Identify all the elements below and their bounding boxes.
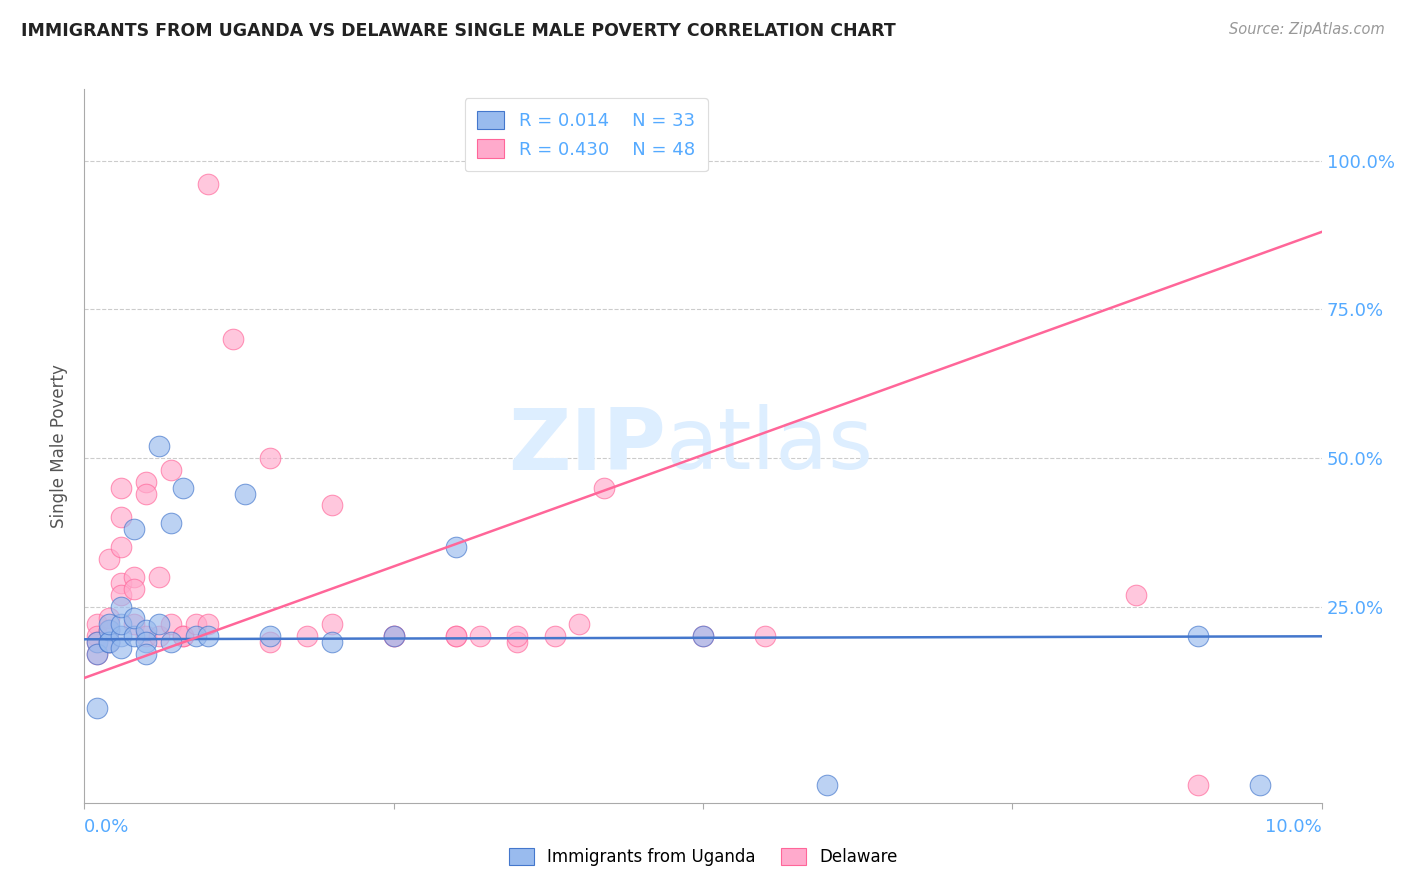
Point bbox=[110, 540, 132, 554]
Point bbox=[122, 617, 145, 632]
Point bbox=[184, 617, 207, 632]
Point bbox=[172, 629, 194, 643]
Point bbox=[110, 481, 132, 495]
Point bbox=[321, 499, 343, 513]
Point bbox=[444, 629, 467, 643]
Point bbox=[506, 629, 529, 643]
Point bbox=[197, 617, 219, 632]
Text: 0.0%: 0.0% bbox=[84, 818, 129, 836]
Point bbox=[1187, 629, 1209, 643]
Point bbox=[86, 617, 108, 632]
Point bbox=[160, 635, 183, 649]
Point bbox=[382, 629, 405, 643]
Point bbox=[135, 635, 157, 649]
Point bbox=[1125, 588, 1147, 602]
Point bbox=[98, 635, 121, 649]
Point bbox=[259, 450, 281, 465]
Point bbox=[444, 629, 467, 643]
Point bbox=[122, 582, 145, 596]
Point bbox=[110, 588, 132, 602]
Point bbox=[86, 629, 108, 643]
Point bbox=[222, 332, 245, 346]
Point bbox=[122, 570, 145, 584]
Point bbox=[135, 486, 157, 500]
Point bbox=[122, 629, 145, 643]
Point bbox=[98, 635, 121, 649]
Point bbox=[98, 635, 121, 649]
Point bbox=[110, 617, 132, 632]
Point bbox=[197, 629, 219, 643]
Point bbox=[160, 516, 183, 531]
Point bbox=[148, 570, 170, 584]
Point bbox=[259, 635, 281, 649]
Point bbox=[197, 178, 219, 192]
Point bbox=[295, 629, 318, 643]
Point bbox=[184, 629, 207, 643]
Point bbox=[110, 575, 132, 590]
Point bbox=[148, 617, 170, 632]
Text: 10.0%: 10.0% bbox=[1265, 818, 1322, 836]
Point bbox=[98, 611, 121, 625]
Point bbox=[86, 635, 108, 649]
Point bbox=[148, 439, 170, 453]
Legend: Immigrants from Uganda, Delaware: Immigrants from Uganda, Delaware bbox=[501, 840, 905, 875]
Text: ZIP: ZIP bbox=[508, 404, 666, 488]
Point bbox=[1187, 778, 1209, 792]
Text: Source: ZipAtlas.com: Source: ZipAtlas.com bbox=[1229, 22, 1385, 37]
Point bbox=[321, 635, 343, 649]
Point bbox=[233, 486, 256, 500]
Point bbox=[98, 617, 121, 632]
Point bbox=[110, 510, 132, 524]
Point bbox=[172, 481, 194, 495]
Legend: R = 0.014    N = 33, R = 0.430    N = 48: R = 0.014 N = 33, R = 0.430 N = 48 bbox=[464, 98, 707, 171]
Point bbox=[86, 700, 108, 714]
Point bbox=[815, 778, 838, 792]
Point bbox=[86, 647, 108, 661]
Point bbox=[568, 617, 591, 632]
Point bbox=[135, 647, 157, 661]
Point bbox=[382, 629, 405, 643]
Point bbox=[470, 629, 492, 643]
Point bbox=[110, 599, 132, 614]
Point bbox=[86, 647, 108, 661]
Text: atlas: atlas bbox=[666, 404, 875, 488]
Point bbox=[593, 481, 616, 495]
Point bbox=[148, 629, 170, 643]
Point bbox=[160, 463, 183, 477]
Point bbox=[321, 617, 343, 632]
Point bbox=[692, 629, 714, 643]
Point bbox=[259, 629, 281, 643]
Point bbox=[110, 641, 132, 656]
Point bbox=[135, 475, 157, 489]
Point bbox=[135, 629, 157, 643]
Point bbox=[382, 629, 405, 643]
Point bbox=[692, 629, 714, 643]
Point bbox=[160, 617, 183, 632]
Point bbox=[122, 522, 145, 536]
Point bbox=[543, 629, 565, 643]
Point bbox=[86, 635, 108, 649]
Y-axis label: Single Male Poverty: Single Male Poverty bbox=[51, 364, 69, 528]
Point bbox=[122, 611, 145, 625]
Point bbox=[754, 629, 776, 643]
Text: IMMIGRANTS FROM UGANDA VS DELAWARE SINGLE MALE POVERTY CORRELATION CHART: IMMIGRANTS FROM UGANDA VS DELAWARE SINGL… bbox=[21, 22, 896, 40]
Point bbox=[444, 540, 467, 554]
Point bbox=[135, 624, 157, 638]
Point bbox=[110, 629, 132, 643]
Point bbox=[172, 629, 194, 643]
Point bbox=[98, 624, 121, 638]
Point bbox=[98, 624, 121, 638]
Point bbox=[98, 552, 121, 566]
Point bbox=[1249, 778, 1271, 792]
Point bbox=[506, 635, 529, 649]
